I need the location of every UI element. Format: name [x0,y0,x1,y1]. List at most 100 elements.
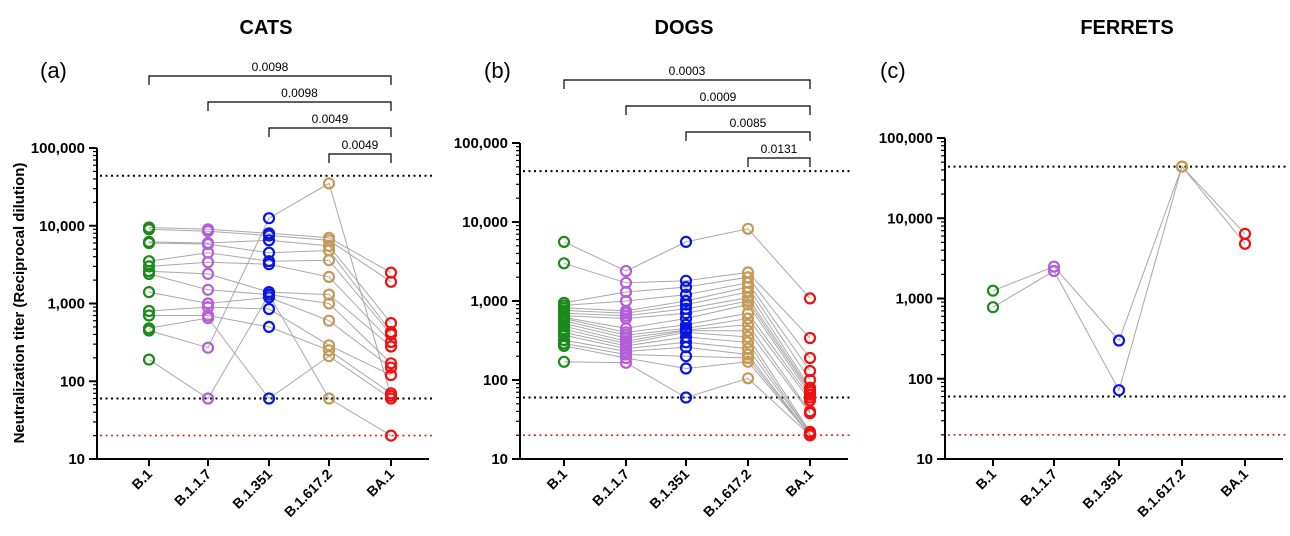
subject-line-6 [148,261,392,343]
subject-line-20 [563,361,811,436]
subject-line-17 [563,339,811,436]
point-ba1-2 [384,275,398,288]
p-value-label-3: 0.0085 [730,116,767,130]
point-b117-2 [1047,264,1061,278]
point-ba1-20 [803,429,817,442]
x-tick-label-b1351: B.1.351 [229,466,275,512]
comparison-bracket-3 [685,131,811,141]
point-b1351-1 [1112,334,1126,347]
point-ba1-8 [384,357,398,370]
point-ba1-6 [384,335,398,349]
point-b117-4 [201,238,215,251]
x-tick-label-b1: B.1 [128,466,155,493]
point-b16172-13 [322,177,336,190]
x-tick-label-b1: B.1 [972,466,999,493]
point-b1-2 [986,301,1000,314]
x-tick-label-b117: B.1.1.7 [589,466,632,509]
point-ba1-2 [1238,237,1252,250]
point-b1-1 [557,235,571,248]
y-tick-label: 100,000 [879,130,933,147]
subject-line-2 [563,262,811,339]
subject-line-5 [148,252,392,335]
point-b1-10 [142,304,156,318]
y-tick-label: 100,000 [454,135,508,152]
subject-line-4 [148,242,392,333]
point-b1-19 [557,339,571,352]
point-b117-1 [619,264,633,278]
point-b16172-9 [741,298,755,311]
subject-line-3 [563,276,811,359]
y-tick-label: 10,000 [39,218,85,235]
comparison-bracket-4 [747,157,811,167]
p-value-label-3: 0.0049 [312,112,349,126]
panel-label-b: (b) [484,58,511,83]
point-ba1-3 [803,351,817,365]
point-ba1-13 [384,389,398,402]
comparison-bracket-2 [625,105,811,115]
comparison-bracket-2 [207,101,392,111]
point-ba1-14 [384,429,398,442]
x-tick-label-b16172: B.1.617.2 [700,466,754,520]
point-ba1-5 [384,328,398,341]
point-b16172-1 [741,222,755,235]
point-b1351-14 [262,288,276,301]
point-b117-9 [201,297,215,310]
y-tick-label: 100 [60,373,85,390]
panel-label-c: (c) [880,58,906,83]
subject-line-10 [148,306,392,376]
x-tick-label-b1351: B.1.351 [646,466,692,512]
point-b1-1 [986,284,1000,297]
y-tick-label: 10 [68,451,85,468]
point-b1351-8 [679,307,693,320]
subject-line-12 [148,317,392,400]
point-b1-13 [142,324,156,337]
y-tick-label: 100 [483,372,508,389]
panel-title-ferrets: FERRETS [1080,17,1173,39]
x-tick-label-b1351: B.1.351 [1079,466,1125,512]
comparison-bracket-4 [328,153,392,163]
point-b16172-13 [741,324,755,337]
plot-area-dogs: 10 100 1,000 10,000 100,000 B.1 B.1.1.7 B.1.351… [454,64,852,520]
point-b1-8 [142,267,156,280]
point-b16172-15 [741,336,755,349]
point-b1351-6 [679,298,693,311]
point-b1351-1 [679,235,693,248]
point-b16172-9 [322,314,336,327]
point-b1351-3 [679,281,693,294]
point-b1-14 [142,353,156,366]
point-ba1-13 [803,407,817,420]
panel-cats: CATS (a) 10 100 1,000 10,000 100,000 B.1 B.1.1… [31,17,433,520]
subject-line-19 [563,345,811,436]
subject-line-4 [563,282,811,372]
point-b117-14 [201,392,215,405]
point-b16172-3 [322,239,336,252]
y-tick-label: 100,000 [31,140,85,157]
point-b117-6 [201,256,215,269]
point-b16172-14 [741,330,755,344]
point-b1351-20 [679,391,693,404]
y-tick-label: 10 [491,451,508,468]
point-b1351-10 [679,318,693,331]
panel-dogs: DOGS (b) 10 100 1,000 10,000 100,000 B.1 B.1.1… [454,17,852,520]
y-tick-label: 10,000 [887,210,933,227]
x-tick-label-b117: B.1.1.7 [1017,466,1060,509]
point-b16172-20 [741,372,755,385]
point-b16172-11 [741,312,755,325]
point-b1351-2 [679,274,693,287]
point-b16172-12 [322,350,336,363]
point-b1-9 [142,286,156,299]
point-b16172-7 [322,288,336,301]
point-b1-2 [557,257,571,270]
point-b16172-5 [322,254,336,267]
point-b1351-4 [262,246,276,259]
y-tick-label: 1,000 [47,296,85,313]
point-b117-20 [619,356,633,369]
panel-title-cats: CATS [240,17,293,39]
point-b16172-18 [741,351,755,365]
point-ba1-3 [384,317,398,330]
point-b16172-10 [741,307,755,320]
point-b1-6 [142,260,156,273]
x-tick-label-b117: B.1.1.7 [171,466,214,509]
point-b1-4 [142,236,156,250]
